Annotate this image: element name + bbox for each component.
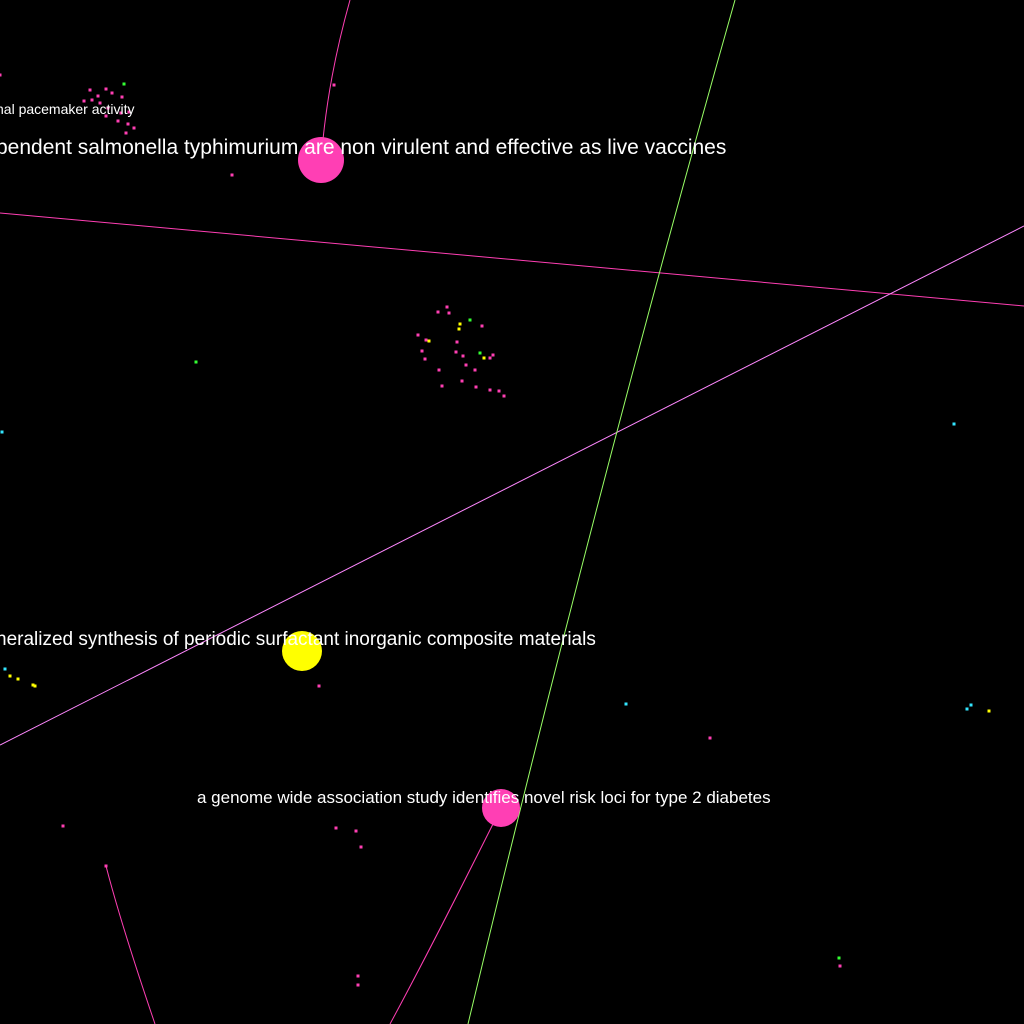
graph-node[interactable]	[317, 684, 321, 688]
graph-node[interactable]	[33, 684, 37, 688]
graph-node[interactable]	[987, 709, 991, 713]
graph-node[interactable]	[491, 353, 495, 357]
graph-node[interactable]	[116, 119, 120, 123]
graph-node[interactable]	[497, 389, 501, 393]
graph-node[interactable]	[119, 111, 123, 115]
graph-node[interactable]	[436, 310, 440, 314]
graph-node[interactable]	[90, 98, 94, 102]
graph-node[interactable]	[332, 83, 336, 87]
graph-node[interactable]	[837, 956, 841, 960]
graph-node[interactable]	[624, 702, 628, 706]
graph-node[interactable]	[359, 845, 363, 849]
graph-node[interactable]	[464, 363, 468, 367]
graph-node[interactable]	[488, 388, 492, 392]
graph-node[interactable]	[457, 327, 461, 331]
small-nodes	[0, 73, 991, 987]
edge	[0, 212, 1024, 307]
graph-node[interactable]	[8, 674, 12, 678]
edge	[467, 0, 736, 1024]
graph-node[interactable]	[482, 356, 486, 360]
edge	[0, 225, 1024, 746]
graph-node[interactable]	[437, 368, 441, 372]
hub-node-diabetes[interactable]	[482, 789, 520, 827]
hub-nodes	[282, 137, 520, 827]
graph-node[interactable]	[474, 385, 478, 389]
graph-node[interactable]	[0, 430, 4, 434]
graph-node[interactable]	[455, 340, 459, 344]
graph-node[interactable]	[122, 82, 126, 86]
graph-node[interactable]	[126, 122, 130, 126]
graph-node[interactable]	[423, 357, 427, 361]
graph-node[interactable]	[31, 683, 35, 687]
graph-node[interactable]	[98, 101, 102, 105]
node-label-pacemaker: nal pacemaker activity	[0, 101, 135, 117]
graph-node[interactable]	[468, 318, 472, 322]
hub-node-salmonella[interactable]	[298, 137, 344, 183]
graph-node[interactable]	[88, 88, 92, 92]
graph-node[interactable]	[488, 356, 492, 360]
graph-node[interactable]	[124, 131, 128, 135]
graph-node[interactable]	[334, 826, 338, 830]
graph-node[interactable]	[61, 824, 65, 828]
edge	[389, 807, 502, 1024]
graph-node[interactable]	[3, 667, 7, 671]
graph-node[interactable]	[354, 829, 358, 833]
graph-node[interactable]	[106, 106, 110, 110]
graph-node[interactable]	[461, 354, 465, 358]
node-label-synthesis: neralized synthesis of periodic surfacta…	[0, 629, 596, 650]
graph-node[interactable]	[0, 73, 2, 77]
graph-node[interactable]	[460, 379, 464, 383]
graph-node[interactable]	[356, 974, 360, 978]
graph-node[interactable]	[454, 350, 458, 354]
graph-node[interactable]	[473, 368, 477, 372]
graph-node[interactable]	[420, 349, 424, 353]
graph-node[interactable]	[127, 110, 131, 114]
graph-node[interactable]	[416, 333, 420, 337]
graph-node[interactable]	[969, 703, 973, 707]
graph-node[interactable]	[952, 422, 956, 426]
graph-node[interactable]	[838, 964, 842, 968]
graph-node[interactable]	[16, 677, 20, 681]
graph-node[interactable]	[440, 384, 444, 388]
node-label-salmonella: pendent salmonella typhimurium are non v…	[0, 136, 727, 159]
graph-node[interactable]	[502, 394, 506, 398]
graph-node[interactable]	[104, 864, 108, 868]
graph-node[interactable]	[194, 360, 198, 364]
graph-node[interactable]	[478, 351, 482, 355]
graph-node[interactable]	[120, 95, 124, 99]
graph-node[interactable]	[104, 114, 108, 118]
edge	[105, 865, 156, 1024]
graph-node[interactable]	[230, 173, 234, 177]
graph-node[interactable]	[480, 324, 484, 328]
graph-node[interactable]	[445, 305, 449, 309]
graph-node[interactable]	[356, 983, 360, 987]
graph-node[interactable]	[104, 87, 108, 91]
graph-node[interactable]	[427, 339, 431, 343]
node-label-diabetes: a genome wide association study identifi…	[197, 788, 771, 807]
graph-node[interactable]	[110, 91, 114, 95]
hub-node-synthesis[interactable]	[282, 631, 322, 671]
graph-node[interactable]	[424, 338, 428, 342]
graph-node[interactable]	[708, 736, 712, 740]
graph-node[interactable]	[132, 126, 136, 130]
graph-node[interactable]	[458, 322, 462, 326]
graph-node[interactable]	[82, 99, 86, 103]
graph-node[interactable]	[965, 707, 969, 711]
graph-node[interactable]	[447, 311, 451, 315]
graph-node[interactable]	[96, 94, 100, 98]
